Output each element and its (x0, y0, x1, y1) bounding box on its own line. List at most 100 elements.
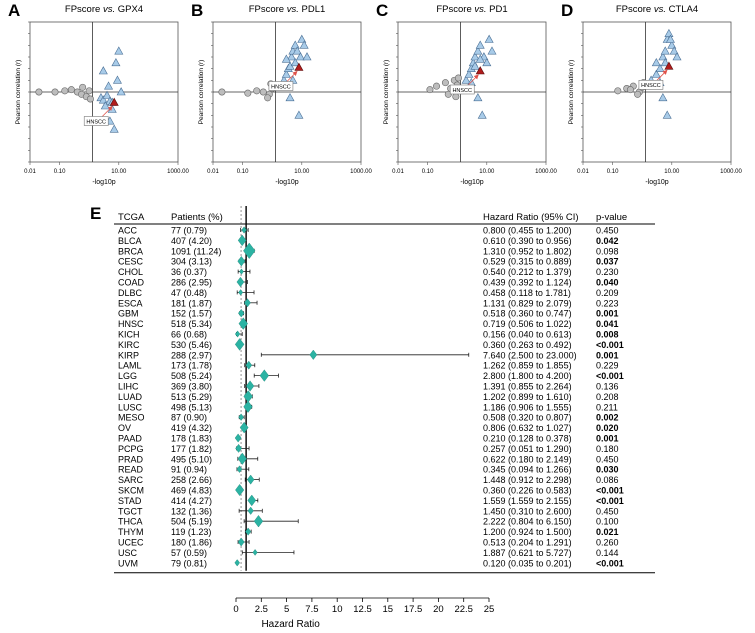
forest-row: MESO 87 (0.90) 0.508 (0.320 to 0.807) 0.002 (118, 413, 619, 423)
forest-row: PRAD 495 (5.10) 0.622 (0.180 to 2.149) 0.45… (118, 452, 619, 465)
hazard-ratio-marker (237, 234, 247, 247)
hazard-ratio-marker (247, 494, 257, 507)
hazard-ratio-ci: 0.508 (0.320 to 0.807) (483, 413, 572, 423)
significant-point (658, 52, 668, 61)
cancer-type: LIHC (118, 382, 139, 392)
hazard-ratio-ci: 1.450 (0.310 to 2.600) (483, 506, 572, 516)
nonsignificant-point (634, 90, 642, 98)
hazard-ratio-marker (243, 242, 256, 259)
significant-point (484, 34, 494, 43)
significant-point (651, 69, 661, 78)
hazard-ratio-ci: 2.800 (1.800 to 4.200) (483, 371, 572, 381)
cancer-type: CESC (118, 257, 144, 267)
cancer-type: LUAD (118, 392, 143, 402)
annotation-box (268, 81, 294, 91)
panel-letter: B (191, 1, 203, 20)
cancer-type: LUSC (118, 402, 143, 412)
forest-x-tick-label: 10 (332, 604, 343, 615)
cancer-type: BLCA (118, 236, 142, 246)
patients-count: 498 (5.13) (171, 402, 212, 412)
hazard-ratio-marker (245, 380, 255, 392)
p-value: <0.001 (596, 486, 624, 496)
hazard-ratio-marker (238, 289, 244, 296)
cancer-type: THCA (118, 517, 143, 527)
hnscc-highlight-point (475, 66, 485, 75)
panel-title: FPscore vs. CTLA4 (616, 4, 698, 15)
patients-count: 258 (2.66) (171, 475, 212, 485)
hazard-ratio-ci: 0.622 (0.180 to 2.149) (483, 454, 572, 464)
p-value: <0.001 (596, 558, 624, 568)
x-tick-label: 0.10 (607, 169, 619, 175)
significant-point (473, 93, 483, 102)
hazard-ratio-ci: 0.513 (0.204 to 1.291) (483, 538, 572, 548)
forest-row: LUAD 513 (5.29) 1.202 (0.899 to 1.610) 0.20… (118, 390, 619, 403)
significant-point (461, 75, 471, 84)
p-value: <0.001 (596, 340, 624, 350)
hazard-ratio-ci: 0.120 (0.035 to 0.201) (483, 558, 572, 568)
panel-title: FPscore vs. PDL1 (249, 4, 326, 15)
annotation-box (83, 116, 109, 126)
forest-x-tick-label: 17.5 (404, 604, 423, 615)
annotation-label: HNSCC (86, 119, 106, 125)
scatter-panel-b: B FPscore vs. PDL1 0.01 0.10 10.00 1000.00 -lo… (191, 1, 373, 186)
forest-row: CESC 304 (3.13) 0.529 (0.315 to 0.889) 0.03… (118, 255, 619, 267)
forest-x-tick-label: 7.5 (305, 604, 318, 615)
forest-row: UCEC 180 (1.86) 0.513 (0.204 to 1.291) 0.26… (118, 538, 619, 548)
hazard-ratio-ci: 0.257 (0.051 to 1.290) (483, 444, 572, 454)
annotation-label: HNSCC (452, 88, 472, 94)
forest-row: ACC 77 (0.79) 0.800 (0.455 to 1.200) 0.450 (118, 226, 619, 236)
cancer-type: OV (118, 423, 131, 433)
cancer-type: KIRP (118, 350, 139, 360)
cancer-type: STAD (118, 496, 142, 506)
cancer-type: PAAD (118, 434, 142, 444)
p-value: 0.098 (596, 246, 619, 256)
cancer-type: READ (118, 465, 144, 475)
panel-letter: A (8, 1, 20, 20)
significant-point (667, 40, 677, 49)
x-tick-label: 10.00 (111, 169, 127, 175)
y-axis-label: Pearson correlation (r) (383, 60, 390, 125)
hazard-ratio-ci: 1.200 (0.924 to 1.500) (483, 527, 572, 537)
title-prefix: FPscore (616, 4, 654, 15)
forest-row: THYM 119 (1.23) 1.200 (0.924 to 1.500) 0.02… (118, 527, 619, 537)
forest-row: USC 57 (0.59) 1.887 (0.621 to 5.727) 0.144 (118, 548, 619, 558)
p-value: 0.144 (596, 548, 619, 558)
significant-point (302, 52, 312, 61)
nonsignificant-point (426, 86, 434, 94)
hazard-ratio-marker (309, 349, 318, 360)
significant-point (109, 124, 119, 133)
cancer-type: SKCM (118, 486, 144, 496)
significant-point (477, 110, 487, 119)
patients-count: 180 (1.86) (171, 538, 212, 548)
patients-count: 513 (5.29) (171, 392, 212, 402)
header-p-value: p-value (596, 212, 627, 223)
hazard-ratio-ci: 0.800 (0.455 to 1.200) (483, 226, 572, 236)
forest-row: READ 91 (0.94) 0.345 (0.094 to 1.266) 0.030 (118, 465, 619, 475)
forest-x-tick-label: 12.5 (353, 604, 372, 615)
forest-x-tick-label: 2.5 (255, 604, 268, 615)
significant-point (482, 58, 492, 67)
patients-count: 419 (4.32) (171, 423, 212, 433)
hazard-ratio-marker (235, 443, 242, 453)
cancer-type: USC (118, 548, 138, 558)
title-prefix: FPscore (436, 4, 474, 15)
hazard-ratio-marker (244, 298, 251, 308)
cancer-type: UVM (118, 558, 138, 568)
significant-point (655, 63, 665, 72)
forest-row: LUSC 498 (5.13) 1.186 (0.906 to 1.555) 0.21… (118, 400, 618, 413)
patients-count: 304 (3.13) (171, 257, 212, 267)
p-value: 0.100 (596, 517, 619, 527)
p-value: 0.042 (596, 236, 619, 246)
p-value: 0.230 (596, 267, 619, 277)
y-axis-label: Pearson correlation (r) (568, 60, 575, 125)
p-value: 0.209 (596, 288, 619, 298)
forest-row: SARC 258 (2.66) 1.448 (0.912 to 2.298) 0.08… (118, 474, 619, 485)
forest-row: KIRP 288 (2.97) 7.640 (2.500 to 23.000) 0.0… (118, 349, 619, 360)
nonsignificant-point (614, 87, 622, 95)
cancer-type: UCEC (118, 538, 144, 548)
cancer-type: ESCA (118, 298, 143, 308)
patients-count: 178 (1.83) (171, 434, 212, 444)
p-value: 0.030 (596, 465, 619, 475)
y-axis-label: Pearson correlation (r) (198, 60, 205, 125)
